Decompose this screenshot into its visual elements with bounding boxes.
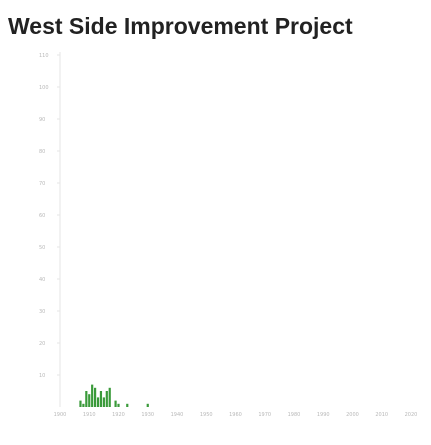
x-tick-label: 1930 [141,412,154,418]
y-tick-label: 100 [39,85,49,91]
y-tick-label: 50 [39,245,45,251]
data-bar [79,400,82,407]
y-tick-label: 10 [39,373,45,379]
data-bar [117,403,120,407]
x-tick-label: 1950 [200,412,213,418]
data-bar [126,403,129,407]
data-bar [85,391,88,407]
data-bar [82,403,85,407]
y-tick-label: 60 [39,213,45,219]
x-tick-label: 1980 [288,412,301,418]
data-bar [114,400,117,407]
data-bar [108,387,111,407]
y-tick-label: 40 [39,277,45,283]
y-tick-label: 30 [39,309,45,315]
x-tick-label: 1910 [83,412,96,418]
data-bar [96,397,100,407]
chart-title: West Side Improvement Project [8,13,353,39]
y-tick-label: 80 [39,149,45,155]
y-tick-label: 90 [39,117,45,123]
x-tick-label: 1990 [317,412,330,418]
x-tick-label: 2000 [346,412,359,418]
y-tick-label: 20 [39,341,45,347]
data-bar [91,384,94,407]
x-tick-label: 1960 [229,412,242,418]
data-bar [94,387,97,407]
y-tick-label: 70 [39,181,45,187]
y-tick-label: 110 [39,53,49,59]
data-bar [105,391,108,407]
data-bar [99,391,103,407]
data-bar [102,397,105,407]
data-bar [146,403,149,407]
x-tick-label: 1970 [258,412,271,418]
x-tick-label: 2010 [375,412,388,418]
y-axis-ticks: 10 20 30 40 50 60 70 80 90 100 110 [39,53,60,379]
bars [79,384,149,407]
x-tick-label: 1920 [112,412,125,418]
data-bar [88,394,91,407]
x-tick-label: 2020 [405,412,418,418]
x-axis-ticks: 1900 1910 1920 1930 1940 1950 1960 1970 1980 1990… [54,412,418,418]
x-tick-label: 1900 [54,412,67,418]
x-tick-label: 1940 [171,412,184,418]
